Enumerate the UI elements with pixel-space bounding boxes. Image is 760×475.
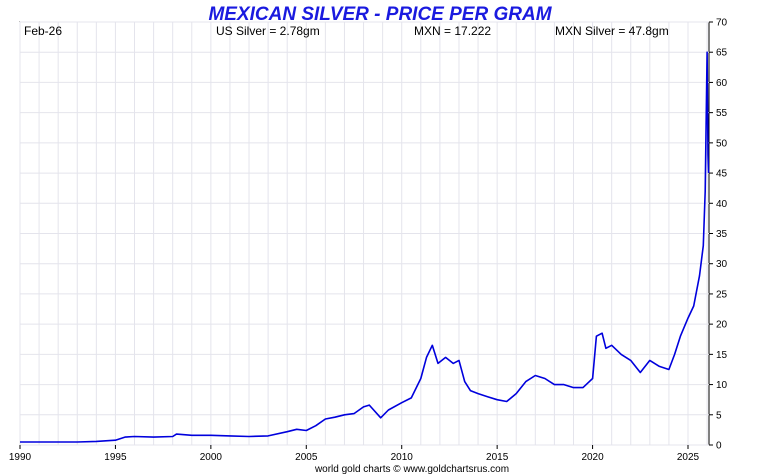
mxn-silver-label: MXN Silver = 47.8gm (555, 24, 669, 38)
x-axis-ticks: 1990 1995 2000 2005 2010 2015 2020 2025 (9, 445, 700, 463)
y-tick-label: 0 (716, 441, 722, 452)
y-tick-label: 25 (716, 289, 728, 300)
source-credit: world gold charts © www.goldchartsrus.co… (314, 464, 509, 475)
mxn-rate-label: MXN = 17.222 (414, 24, 491, 38)
x-tick-label: 2000 (200, 452, 223, 463)
y-axis-ticks: 0 5 10 15 20 25 30 35 40 45 50 55 60 65 70 (709, 18, 728, 452)
y-tick-label: 15 (716, 350, 728, 361)
y-tick-label: 30 (716, 259, 728, 270)
x-tick-label: 2025 (677, 452, 700, 463)
x-tick-label: 1990 (9, 452, 32, 463)
y-tick-label: 70 (716, 18, 728, 29)
x-tick-label: 2015 (486, 452, 509, 463)
y-tick-label: 35 (716, 229, 728, 240)
y-tick-label: 50 (716, 138, 728, 149)
x-tick-label: 1995 (104, 452, 127, 463)
series-line (20, 51, 710, 443)
chart-title: MEXICAN SILVER - PRICE PER GRAM (208, 4, 552, 25)
x-tick-label: 2005 (295, 452, 318, 463)
y-tick-label: 60 (716, 78, 728, 89)
y-tick-label: 5 (716, 410, 722, 421)
x-tick-label: 2020 (581, 452, 604, 463)
y-tick-label: 20 (716, 320, 728, 331)
y-tick-label: 40 (716, 199, 728, 210)
us-silver-label: US Silver = 2.78gm (216, 24, 320, 38)
x-tick-label: 2010 (391, 452, 414, 463)
y-tick-label: 10 (716, 380, 728, 391)
series-layer (20, 51, 710, 443)
y-tick-label: 45 (716, 169, 728, 180)
y-tick-label: 55 (716, 108, 728, 119)
y-tick-label: 65 (716, 48, 728, 59)
date-label: Feb-26 (24, 24, 62, 38)
